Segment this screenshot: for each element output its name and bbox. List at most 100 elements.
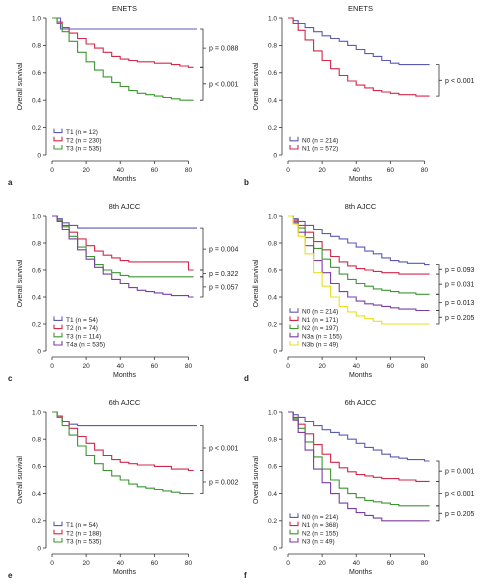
- y-tick-label: 0.2: [268, 321, 277, 328]
- x-tick-label: 0: [50, 363, 54, 370]
- legend-swatch: [289, 529, 299, 535]
- x-tick-label: 0: [286, 363, 290, 370]
- p-value-annotation: p = 0.002: [209, 480, 238, 487]
- x-tick-label: 0: [50, 560, 54, 567]
- series-line-n2: [288, 215, 430, 295]
- series-line-t3: [52, 411, 194, 495]
- y-tick-label: 0.6: [32, 70, 41, 77]
- series-line-n0: [288, 17, 430, 66]
- y-tick-label: 0: [37, 348, 41, 355]
- legend-swatch: [289, 513, 299, 518]
- legend-swatch: [289, 316, 299, 321]
- legend-label-n0: N0 (n = 214): [302, 137, 338, 144]
- p-value-annotation: p = 0.205: [445, 511, 474, 518]
- legend-label-t4a: T4a (n = 535): [66, 342, 105, 349]
- bracket: [200, 276, 206, 298]
- legend-label-t3: T3 (n = 535): [66, 146, 102, 153]
- y-tick-label: 0.2: [32, 321, 41, 328]
- x-tick-label: 80: [421, 363, 429, 370]
- x-tick-label: 60: [387, 560, 395, 567]
- y-axis-title: Overall survival: [253, 62, 260, 110]
- x-axis-title: Months: [349, 372, 372, 379]
- legend-label-t3: T3 (n = 535): [66, 539, 102, 546]
- x-tick-label: 60: [151, 560, 159, 567]
- y-tick-label: 0.4: [268, 98, 277, 105]
- y-tick-label: 0.8: [268, 43, 277, 50]
- y-tick-label: 0.2: [268, 518, 277, 525]
- y-tick-label: 0.4: [268, 491, 277, 498]
- y-tick-label: 0.2: [32, 125, 41, 132]
- legend-swatch: [53, 316, 63, 321]
- x-tick-label: 40: [353, 560, 361, 567]
- y-tick-label: 1.0: [32, 409, 41, 416]
- x-tick-label: 0: [286, 167, 290, 174]
- y-tick-label: 1.0: [32, 15, 41, 22]
- series-line-t1: [52, 411, 197, 427]
- y-tick-label: 0.8: [32, 43, 41, 50]
- panel-e: 6th AJCC 0 0.2 0.4 0.6 0.8 1.0 0 20 40 60 80 Months O…: [8, 398, 238, 580]
- bracket: [200, 425, 206, 471]
- legend-swatch: [289, 521, 299, 527]
- y-tick-label: 0.8: [32, 437, 41, 444]
- y-tick-label: 0: [273, 348, 277, 355]
- y-tick-label: 0.8: [268, 240, 277, 247]
- legend-swatch: [53, 521, 63, 527]
- y-tick-label: 0.6: [32, 267, 41, 274]
- y-tick-label: 1.0: [32, 213, 41, 220]
- legend-swatch: [289, 136, 299, 142]
- legend-label-n1: N1 (n = 171): [302, 317, 338, 324]
- bracket: [200, 227, 206, 271]
- series-line-t2: [52, 215, 194, 271]
- series-line-n1: [288, 411, 430, 482]
- y-tick-label: 0: [273, 152, 277, 159]
- x-tick-label: 40: [117, 363, 125, 370]
- y-axis-title: Overall survival: [17, 62, 24, 110]
- legend-swatch: [53, 529, 63, 535]
- legend-swatch: [289, 538, 299, 543]
- legend-swatch: [289, 332, 299, 338]
- series-line-n0: [288, 411, 430, 462]
- bracket: [436, 505, 442, 522]
- bracket: [200, 269, 206, 278]
- legend-label-t2: T2 (n = 74): [66, 325, 98, 332]
- panel-title: 6th AJCC: [345, 398, 377, 407]
- y-tick-label: 0.4: [268, 294, 277, 301]
- p-value-annotation: p = 0.013: [445, 300, 474, 307]
- y-tick-label: 0.4: [32, 294, 41, 301]
- p-value-annotation: p = 0.004: [209, 247, 238, 254]
- series-line-n2: [288, 411, 430, 507]
- y-tick-label: 0: [273, 545, 277, 552]
- series-line-n3: [288, 411, 430, 522]
- x-axis-title: Months: [113, 176, 136, 183]
- legend-label-n2: N2 (n = 197): [302, 325, 338, 332]
- x-axis-title: Months: [349, 569, 372, 576]
- legend-label-n3: N3 (n = 49): [302, 539, 335, 546]
- panel-title: ENETS: [112, 4, 137, 13]
- panel-a: ENETS 0 0.2 0.4 0.6 0.8 1.0 0 20 40 60 80 Months Over…: [8, 4, 238, 187]
- x-tick-label: 20: [319, 167, 327, 174]
- x-tick-label: 0: [50, 167, 54, 174]
- p-value-annotation: p = 0.322: [209, 271, 238, 278]
- y-tick-label: 1.0: [268, 15, 277, 22]
- series-line-n3b: [288, 215, 430, 325]
- series-line-t4a: [52, 215, 194, 298]
- series-line-t1: [52, 17, 197, 30]
- panel-d: 8th AJCC 0 0.2 0.4 0.6 0.8 1.0 0 20 40 60 80 Months O…: [244, 202, 474, 383]
- legend-swatch: [53, 538, 63, 543]
- legend-swatch: [289, 341, 299, 346]
- y-tick-label: 0.8: [268, 437, 277, 444]
- y-tick-label: 0.6: [32, 464, 41, 471]
- series-line-n0: [288, 215, 430, 266]
- panel-letter: b: [244, 178, 249, 187]
- x-tick-label: 80: [421, 167, 429, 174]
- legend-label-t2: T2 (n = 188): [66, 530, 102, 537]
- x-tick-label: 0: [286, 560, 290, 567]
- x-tick-label: 20: [83, 363, 91, 370]
- bracket: [436, 481, 442, 507]
- x-tick-label: 40: [117, 560, 125, 567]
- bracket: [436, 264, 442, 275]
- legend-swatch: [53, 128, 63, 134]
- bracket: [436, 64, 442, 97]
- p-value-annotation: p = 0.088: [209, 46, 238, 53]
